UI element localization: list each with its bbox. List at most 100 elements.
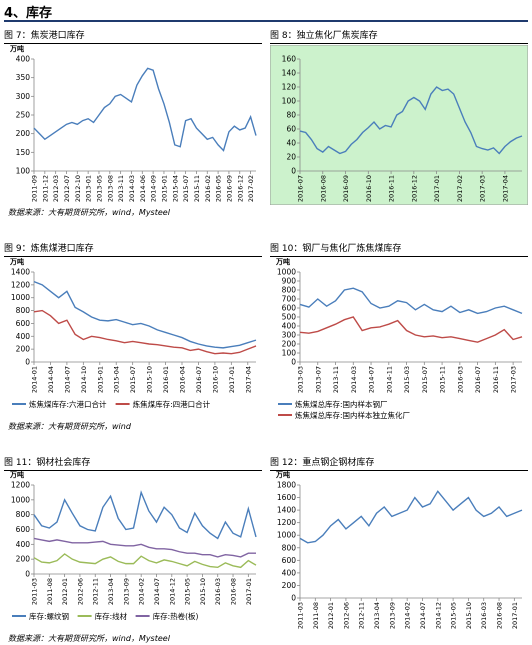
x-tick-label: 2016-10: [211, 366, 219, 393]
y-tick-label: 350: [16, 73, 31, 82]
y-tick-label: 1200: [277, 518, 296, 527]
x-tick-label: 2017-01: [228, 366, 236, 393]
x-tick-label: 2015-04: [171, 175, 179, 202]
x-tick-label: 2016-10: [365, 175, 373, 202]
x-tick-label: 2017-02: [247, 175, 255, 202]
x-tick-label: 2016-08: [319, 175, 327, 202]
x-tick-label: 2011-03: [297, 602, 305, 629]
x-tick-label: 2015-07: [129, 366, 137, 393]
x-tick-label: 2016-08: [230, 578, 238, 605]
line-series: [299, 86, 523, 155]
y-tick-label: 0: [291, 358, 296, 367]
y-tick-label: 800: [282, 543, 297, 552]
line-series: [33, 67, 257, 152]
source-note: 数据来源：大有期货研究所，wind，Mysteel: [8, 208, 170, 217]
x-tick-label: 2014-07: [63, 366, 71, 393]
x-tick-label: 2016-08: [496, 602, 504, 629]
y-tick-label: 1600: [277, 493, 296, 502]
x-tick-label: 2011-09: [31, 175, 39, 202]
x-tick-label: 2013-05: [95, 175, 103, 202]
x-tick-label: 2014-07: [419, 602, 427, 629]
x-tick-label: 2015-10: [465, 602, 473, 629]
x-tick-label: 2012-11: [92, 578, 100, 605]
x-tick-label: 2015-10: [199, 578, 207, 605]
unit-label: 万吨: [9, 258, 24, 266]
x-tick-label: 2016-04: [179, 366, 187, 393]
y-tick-label: 200: [16, 555, 31, 564]
y-tick-label: 600: [282, 556, 297, 565]
y-tick-label: 80: [286, 111, 296, 120]
x-tick-label: 2016-12: [410, 175, 418, 202]
y-tick-label: 1400: [277, 506, 296, 515]
x-tick-label: 2016-09: [342, 175, 350, 202]
y-tick-label: 1000: [11, 293, 30, 302]
x-tick-label: 2017-02: [456, 175, 464, 202]
y-tick-label: 400: [16, 540, 31, 549]
x-tick-label: 2015-05: [450, 602, 458, 629]
x-tick-label: 2014-02: [138, 578, 146, 605]
x-tick-label: 2015-10: [146, 366, 154, 393]
y-tick-label: 1400: [11, 268, 30, 277]
legend-label: 炼焦煤总库存:国内样本钢厂: [295, 399, 388, 409]
x-tick-label: 2017-03: [479, 175, 487, 202]
y-tick-label: 250: [16, 111, 31, 120]
x-tick-label: 2012-01: [327, 602, 335, 629]
figure-title: 图 11：钢材社会库存: [4, 457, 262, 471]
x-tick-label: 2016-05: [215, 175, 223, 202]
x-tick-label: 2015-07: [421, 366, 429, 393]
y-tick-label: 60: [286, 125, 296, 134]
x-tick-label: 2013-09: [388, 602, 396, 629]
x-tick-label: 2014-03: [128, 175, 136, 202]
x-tick-label: 2017-01: [245, 578, 253, 605]
x-tick-label: 2015-03: [403, 366, 411, 393]
x-tick-label: 2013-11: [332, 366, 340, 393]
x-tick-label: 2015-01: [160, 175, 168, 202]
y-tick-label: 400: [282, 322, 297, 331]
legend-label: 炼焦煤库存:四港口合计: [133, 399, 211, 409]
x-tick-label: 2014-07: [153, 578, 161, 605]
x-tick-label: 2017-01: [433, 175, 441, 202]
y-tick-label: 800: [16, 510, 31, 519]
y-tick-label: 100: [282, 97, 297, 106]
y-tick-label: 300: [16, 92, 31, 101]
x-tick-label: 2016-12: [236, 175, 244, 202]
x-tick-label: 2015-05: [184, 578, 192, 605]
x-tick-label: 2012-03: [52, 175, 60, 202]
y-tick-label: 150: [16, 148, 31, 157]
y-tick-label: 700: [282, 295, 297, 304]
figure-title: 图 12：重点钢企钢材库存: [270, 457, 528, 471]
line-series: [33, 309, 257, 355]
legend-label: 炼焦煤总库存:国内样本独立焦化厂: [295, 410, 411, 420]
x-tick-label: 2013-11: [117, 175, 125, 202]
x-tick-label: 2013-08: [106, 175, 114, 202]
x-tick-label: 2013-01: [85, 175, 93, 202]
legend-label: 库存:热卷(板): [153, 611, 199, 621]
x-tick-label: 2013-04: [107, 578, 115, 605]
x-tick-label: 2016-02: [204, 175, 212, 202]
x-tick-label: 2012-06: [76, 578, 84, 605]
y-tick-label: 1000: [277, 268, 296, 277]
y-tick-label: 120: [282, 83, 297, 92]
y-tick-label: 400: [16, 332, 31, 341]
legend-label: 库存:线材: [95, 611, 128, 621]
source-note: 数据来源：大有期货研究所，wind，Mysteel: [8, 634, 170, 643]
y-tick-label: 1800: [277, 481, 296, 490]
x-tick-label: 2013-04: [373, 602, 381, 629]
line-series: [33, 537, 256, 558]
y-tick-label: 0: [291, 167, 296, 176]
y-tick-label: 40: [286, 139, 296, 148]
x-tick-label: 2016-07: [474, 366, 482, 393]
x-tick-label: 2014-04: [47, 366, 55, 393]
header-rule: [4, 20, 528, 22]
x-tick-label: 2014-07: [368, 366, 376, 393]
chart: 0 20 40 60 80 100 120 140 160 2016-07 2016-08 2016-…: [270, 45, 528, 205]
figure-title: 图 9：炼焦煤港口库存: [4, 243, 262, 257]
x-tick-label: 2011-03: [31, 578, 39, 605]
source-note: 数据来源：大有期货研究所，wind: [8, 422, 131, 431]
x-tick-label: 2016-03: [214, 578, 222, 605]
x-tick-label: 2012-07: [63, 175, 71, 202]
x-tick-label: 2016-07: [195, 366, 203, 393]
y-tick-label: 600: [16, 525, 31, 534]
x-tick-label: 2013-07: [314, 366, 322, 393]
